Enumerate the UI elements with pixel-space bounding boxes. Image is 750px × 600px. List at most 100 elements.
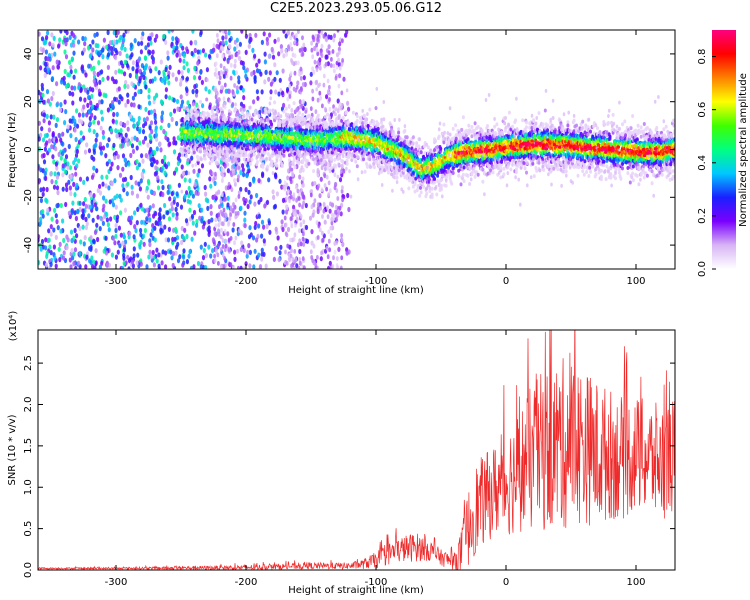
heatmap-cell bbox=[206, 78, 209, 82]
heatmap-cell bbox=[129, 219, 133, 226]
heatmap-cell bbox=[286, 30, 291, 36]
heatmap-cell bbox=[96, 43, 100, 49]
heatmap-cell bbox=[318, 82, 322, 87]
heatmap-cell bbox=[118, 50, 122, 57]
heatmap-cell bbox=[179, 204, 184, 210]
heatmap-cell bbox=[256, 95, 260, 101]
heatmap-cell bbox=[65, 30, 69, 36]
heatmap-cell bbox=[123, 207, 127, 213]
heatmap-cell bbox=[143, 135, 148, 141]
heatmap-cell bbox=[198, 75, 202, 81]
heatmap-cell bbox=[175, 215, 179, 221]
heatmap-cell bbox=[208, 161, 212, 166]
heatmap-cell bbox=[296, 80, 300, 86]
heatmap-cell bbox=[101, 47, 105, 53]
heatmap-cell bbox=[310, 47, 314, 53]
heatmap-cell bbox=[176, 258, 181, 264]
heatmap-cell bbox=[286, 226, 291, 233]
heatmap-cell bbox=[96, 71, 100, 77]
heatmap-cell bbox=[336, 174, 340, 179]
heatmap-cell bbox=[192, 102, 195, 107]
heatmap-cell bbox=[131, 66, 135, 72]
heatmap-cell bbox=[288, 190, 292, 196]
heatmap-cell bbox=[237, 55, 242, 62]
heatmap-cell bbox=[248, 225, 252, 231]
heatmap-cell bbox=[310, 204, 314, 210]
heatmap-cell bbox=[345, 250, 349, 256]
heatmap-cell bbox=[61, 163, 65, 169]
heatmap-cell bbox=[175, 40, 179, 46]
heatmap-cell bbox=[112, 39, 116, 45]
heatmap-cell bbox=[130, 190, 134, 196]
heatmap-cell bbox=[318, 193, 322, 199]
heatmap-cell bbox=[224, 243, 228, 249]
heatmap-cell bbox=[174, 226, 178, 232]
heatmap-cell bbox=[223, 228, 227, 234]
heatmap-cell bbox=[84, 72, 88, 78]
heatmap-cell bbox=[68, 90, 72, 96]
heatmap-cell bbox=[267, 177, 271, 183]
heatmap-cell bbox=[98, 183, 102, 190]
heatmap-cell bbox=[148, 241, 152, 248]
heatmap-cell bbox=[148, 49, 152, 56]
heatmap-cell bbox=[341, 197, 344, 203]
heatmap-cell bbox=[253, 201, 257, 207]
heatmap-cell bbox=[214, 160, 218, 166]
heatmap-cell bbox=[84, 216, 88, 222]
heatmap-cell bbox=[318, 227, 322, 233]
heatmap-cell bbox=[329, 63, 333, 68]
heatmap-cell bbox=[360, 170, 364, 175]
heatmap-cell bbox=[177, 69, 181, 75]
heatmap-cell bbox=[257, 252, 261, 258]
heatmap-cell bbox=[191, 30, 195, 34]
heatmap-cell bbox=[64, 109, 68, 115]
heatmap-cell bbox=[159, 125, 163, 131]
heatmap-cell bbox=[49, 224, 53, 230]
heatmap-cell bbox=[299, 214, 303, 219]
heatmap-cell bbox=[100, 260, 104, 266]
heatmap-cell bbox=[80, 64, 84, 70]
heatmap-cell bbox=[315, 220, 319, 226]
heatmap-cell bbox=[77, 85, 81, 91]
heatmap-cell bbox=[83, 149, 88, 155]
heatmap-cell bbox=[333, 68, 336, 74]
heatmap-cell bbox=[120, 96, 124, 102]
heatmap-cell bbox=[192, 75, 197, 81]
heatmap-cell bbox=[264, 263, 268, 269]
heatmap-cell bbox=[127, 215, 131, 221]
heatmap-cell bbox=[220, 192, 224, 198]
heatmap-cell bbox=[100, 99, 104, 105]
heatmap-cell bbox=[142, 241, 146, 247]
heatmap-cell bbox=[51, 42, 55, 48]
heatmap-cell bbox=[112, 30, 116, 36]
heatmap-cell bbox=[295, 216, 299, 222]
heatmap-cell bbox=[193, 65, 197, 71]
heatmap-cell bbox=[171, 251, 176, 257]
heatmap-cell bbox=[213, 105, 216, 110]
heatmap-cell bbox=[100, 69, 104, 75]
heatmap-cell bbox=[265, 36, 269, 42]
heatmap-cell bbox=[254, 32, 258, 38]
heatmap-cell bbox=[293, 70, 297, 76]
heatmap-cell bbox=[186, 67, 190, 74]
heatmap-cell bbox=[238, 228, 241, 234]
heatmap-cell bbox=[46, 56, 50, 62]
heatmap-cell bbox=[92, 129, 96, 135]
heatmap-cell bbox=[293, 151, 297, 156]
heatmap-cell bbox=[43, 146, 48, 152]
heatmap-cell bbox=[286, 175, 290, 181]
heatmap-cell bbox=[53, 255, 57, 261]
heatmap-cell bbox=[121, 177, 126, 183]
heatmap-cell bbox=[195, 88, 199, 94]
heatmap-cell bbox=[143, 227, 147, 234]
heatmap-cell bbox=[263, 79, 267, 85]
heatmap-cell bbox=[277, 257, 281, 263]
heatmap-cell bbox=[249, 105, 252, 110]
heatmap-cell bbox=[264, 109, 268, 114]
heatmap-cell bbox=[114, 55, 118, 61]
heatmap-cell bbox=[52, 114, 56, 120]
heatmap-cell bbox=[281, 226, 285, 233]
heatmap-cell bbox=[145, 185, 149, 191]
heatmap-cell bbox=[223, 163, 227, 169]
heatmap-cell bbox=[156, 185, 161, 191]
